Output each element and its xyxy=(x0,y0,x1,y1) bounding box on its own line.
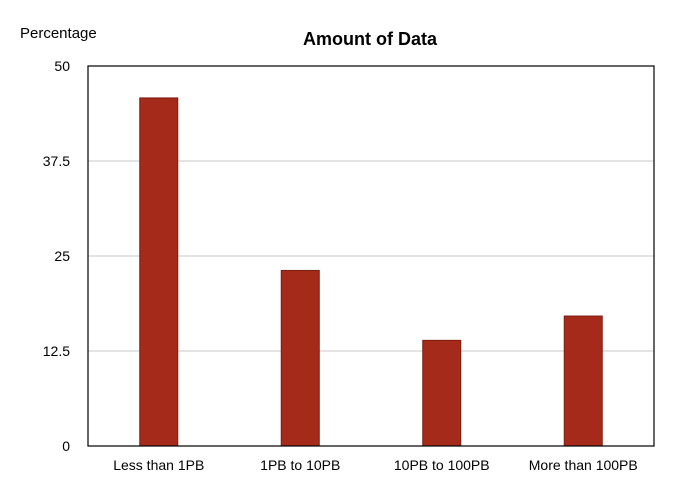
x-tick-label: 10PB to 100PB xyxy=(394,457,490,473)
y-tick-label: 37.5 xyxy=(43,153,70,169)
y-tick-label: 25 xyxy=(54,248,70,264)
grid-lines xyxy=(88,160,654,352)
y-tick-label: 50 xyxy=(54,58,70,74)
x-tick-label: More than 100PB xyxy=(529,457,638,473)
plot-frame xyxy=(87,65,655,447)
chart-title: Amount of Data xyxy=(303,29,438,49)
x-tick-label: Less than 1PB xyxy=(113,457,204,473)
y-axis-label: Percentage xyxy=(20,25,97,42)
x-tick-labels: Less than 1PB 1PB to 10PB 10PB to 100PB Mor… xyxy=(113,457,638,473)
y-tick-label: 0 xyxy=(62,438,70,454)
bar-2 xyxy=(422,339,462,447)
bar-3 xyxy=(563,315,603,447)
y-tick-label: 12.5 xyxy=(43,343,70,359)
bar-0 xyxy=(139,97,179,447)
x-tick-label: 1PB to 10PB xyxy=(260,457,340,473)
y-tick-labels: 0 12.5 25 37.5 50 xyxy=(43,58,70,454)
bar-1 xyxy=(280,269,320,447)
bars xyxy=(139,97,603,447)
